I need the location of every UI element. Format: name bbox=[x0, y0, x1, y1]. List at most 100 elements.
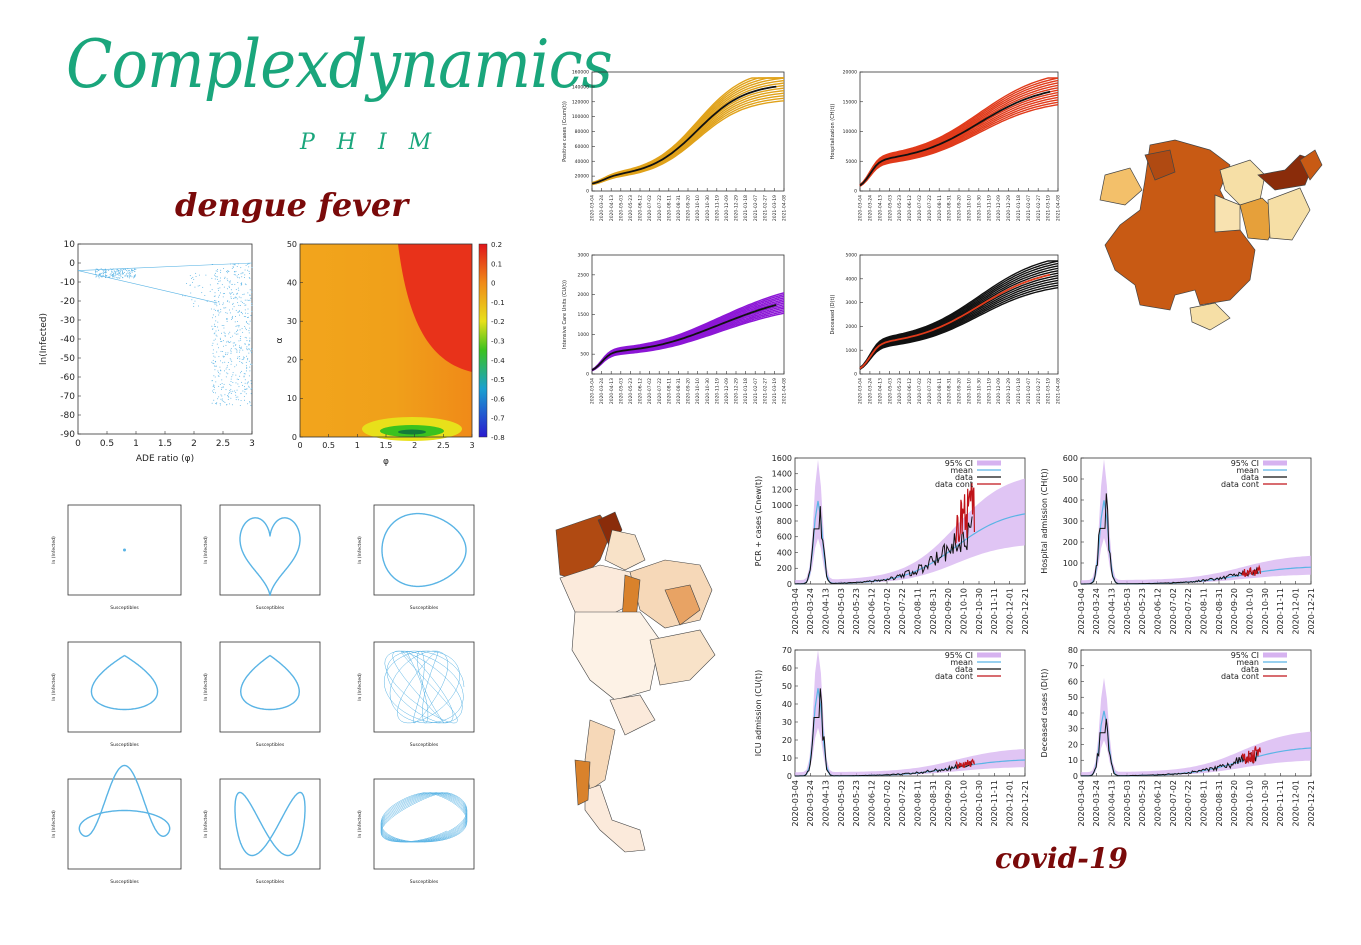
bifurcation-point bbox=[236, 326, 237, 327]
bifurcation-point bbox=[225, 277, 226, 278]
bifurcation-point bbox=[246, 340, 247, 341]
y-tick-label: 50 bbox=[287, 240, 297, 249]
bifurcation-point bbox=[249, 402, 250, 403]
bifurcation-point bbox=[220, 339, 221, 340]
bifurcation-point bbox=[241, 273, 242, 274]
y-tick-label: 600 bbox=[777, 533, 792, 542]
y-tick-label: 30 bbox=[782, 718, 792, 727]
bifurcation-point bbox=[121, 269, 122, 270]
bifurcation-point bbox=[119, 270, 120, 271]
date-label: 2020-07-02 bbox=[883, 780, 892, 827]
bifurcation-point bbox=[244, 400, 245, 401]
plot-frame bbox=[220, 779, 320, 869]
y-tick-label: 10 bbox=[782, 754, 792, 763]
bifurcation-point bbox=[212, 343, 213, 344]
bifurcation-point bbox=[231, 379, 232, 380]
bifurcation-point bbox=[98, 270, 99, 271]
bifurcation-point bbox=[235, 392, 236, 393]
bifurcation-point bbox=[238, 340, 239, 341]
bifurcation-point bbox=[245, 313, 246, 314]
bifurcation-point bbox=[238, 386, 239, 387]
bifurcation-point bbox=[232, 382, 233, 383]
y-tick-label: 20000 bbox=[843, 70, 857, 76]
bifurcation-point bbox=[126, 275, 127, 276]
date-label: 2020-10-10 bbox=[695, 378, 701, 404]
bifurcation-point bbox=[233, 303, 234, 304]
bifurcation-point bbox=[223, 340, 224, 341]
bifurcation-point bbox=[109, 276, 110, 277]
bifurcation-point bbox=[229, 301, 230, 302]
y-tick-label: 70 bbox=[782, 646, 792, 655]
bifurcation-point bbox=[120, 273, 121, 274]
bifurcation-point bbox=[215, 326, 216, 327]
colorbar bbox=[479, 244, 487, 437]
y-axis-label: ln(Infected) bbox=[39, 313, 49, 365]
bifurcation-point bbox=[119, 275, 120, 276]
bifurcation-point bbox=[235, 271, 236, 272]
bifurcation-point bbox=[246, 393, 247, 394]
colorbar-label: -0.1 bbox=[491, 299, 505, 307]
colorbar-label: 0.2 bbox=[491, 241, 502, 249]
trajectory bbox=[240, 518, 300, 596]
date-label: 2020-06-12 bbox=[867, 588, 876, 635]
bifurcation-point bbox=[100, 275, 101, 276]
bifurcation-point bbox=[249, 367, 250, 368]
bifurcation-point bbox=[242, 391, 243, 392]
bifurcation-point bbox=[213, 360, 214, 361]
map-province bbox=[575, 760, 590, 805]
bifurcation-point bbox=[120, 275, 121, 276]
bifurcation-point bbox=[235, 297, 236, 298]
bifurcation-point bbox=[239, 347, 240, 348]
bifurcation-point bbox=[247, 300, 248, 301]
bifurcation-point bbox=[243, 359, 244, 360]
bifurcation-point bbox=[240, 405, 241, 406]
bifurcation-point bbox=[225, 312, 226, 313]
bifurcation-point bbox=[210, 291, 211, 292]
covid-hospital-ensemble-plot: 050001000015000200002020-03-04 2020-03-24… bbox=[830, 70, 1062, 222]
bifurcation-point bbox=[182, 295, 183, 296]
bifurcation-point bbox=[225, 333, 226, 334]
date-label: 2020-06-12 bbox=[867, 780, 876, 827]
date-label: 2020-11-11 bbox=[1276, 780, 1285, 827]
bifurcation-point bbox=[186, 283, 187, 284]
bifurcation-point bbox=[220, 341, 221, 342]
bifurcation-point bbox=[214, 275, 215, 276]
bifurcation-point bbox=[250, 289, 251, 290]
y-axis-label: Hospitalization (CH(t)) bbox=[830, 104, 836, 160]
bifurcation-point bbox=[122, 268, 123, 269]
bifurcation-point bbox=[237, 358, 238, 359]
date-label: 2021-01-18 bbox=[743, 195, 749, 221]
covid-icu-ensemble-plot: 0500100015002000250030002020-03-04 2020-0… bbox=[562, 253, 788, 405]
bifurcation-point bbox=[217, 271, 218, 272]
bifurcation-point bbox=[243, 357, 244, 358]
bifurcation-point bbox=[223, 302, 224, 303]
bifurcation-point bbox=[227, 319, 228, 320]
date-label: 2020-11-11 bbox=[990, 588, 999, 635]
bifurcation-point bbox=[248, 300, 249, 301]
date-label: 2020-03-04 bbox=[1077, 588, 1086, 635]
date-label: 2020-12-29 bbox=[1006, 195, 1012, 221]
bifurcation-point bbox=[246, 284, 247, 285]
bifurcation-point bbox=[211, 278, 212, 279]
bifurcation-point bbox=[244, 389, 245, 390]
bifurcation-point bbox=[195, 273, 196, 274]
y-tick-label: 200 bbox=[777, 564, 792, 573]
bifurcation-point bbox=[218, 386, 219, 387]
date-label: 2020-10-10 bbox=[966, 378, 972, 404]
bifurcation-point bbox=[221, 379, 222, 380]
y-tick-label: 3000 bbox=[578, 253, 590, 259]
bifurcation-point bbox=[212, 345, 213, 346]
bifurcation-point bbox=[248, 263, 249, 264]
bifurcation-point bbox=[191, 278, 192, 279]
bifurcation-point bbox=[129, 275, 130, 276]
bifurcation-point bbox=[221, 396, 222, 397]
bifurcation-point bbox=[250, 295, 251, 296]
date-label: 2020-09-20 bbox=[944, 780, 953, 827]
bifurcation-point bbox=[238, 379, 239, 380]
branch-upper bbox=[78, 263, 252, 271]
bifurcation-point bbox=[248, 345, 249, 346]
bifurcation-point bbox=[215, 339, 216, 340]
bifurcation-point bbox=[236, 334, 237, 335]
date-label: 2020-10-10 bbox=[1245, 780, 1254, 827]
